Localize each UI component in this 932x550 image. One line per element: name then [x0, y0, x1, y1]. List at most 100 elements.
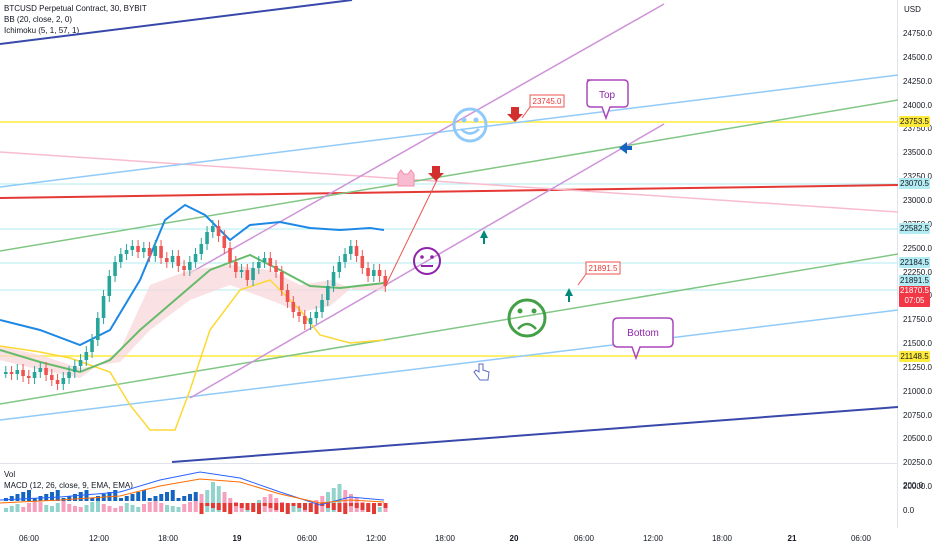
volume-bar: [142, 504, 146, 512]
volume-bar: [377, 507, 382, 512]
price-level-tag[interactable]: 21891.5: [899, 275, 930, 286]
bb-legend[interactable]: BB (20, close, 2, 0): [4, 15, 73, 24]
time-tick-label: 18:00: [157, 534, 179, 543]
sad-face-icon[interactable]: [507, 298, 547, 338]
volume-bar: [27, 503, 31, 512]
arrow-left-marker[interactable]: [619, 142, 632, 154]
macd-histogram-bar: [383, 503, 388, 508]
macd-histogram-bar: [314, 503, 319, 514]
purple-lower-channel-line[interactable]: [189, 123, 665, 399]
macd-histogram-bar: [73, 494, 77, 501]
macd-histogram-bar: [337, 503, 342, 512]
pink-trend-line[interactable]: [0, 151, 898, 213]
top-callout-bubble[interactable]: [586, 79, 629, 121]
price-tick-label: 21000.0: [903, 386, 932, 396]
volume-bar: [15, 504, 20, 512]
navy-trend-line-top[interactable]: [0, 0, 353, 45]
macd-histogram-bar: [130, 494, 135, 501]
macd-histogram-bar: [377, 503, 382, 506]
last-price-tag[interactable]: 21870.5 07:05: [899, 286, 930, 307]
arrow-down-marker-2[interactable]: [428, 166, 444, 181]
navy-trend-line-bottom[interactable]: [171, 406, 898, 463]
neutral-face-icon[interactable]: [413, 247, 441, 275]
blue-lower-channel-line[interactable]: [0, 309, 898, 421]
candle-body: [245, 270, 250, 280]
pane-separator[interactable]: [0, 463, 898, 464]
macd-histogram-bar: [147, 498, 152, 501]
red-trend-line[interactable]: [0, 184, 898, 199]
volume-bar: [32, 500, 37, 512]
macd-histogram-bar: [205, 503, 210, 506]
candle-body: [170, 256, 175, 262]
candle-body: [234, 262, 238, 272]
candle-body: [61, 378, 66, 384]
price-level-tag[interactable]: 23070.5: [899, 178, 930, 189]
time-tick-label: 18:00: [434, 534, 456, 543]
price-tick-label: 24750.0: [903, 29, 932, 38]
candle-body: [320, 300, 324, 312]
volume-bar: [234, 502, 238, 512]
macd-histogram-bar: [32, 498, 37, 501]
cat-face-icon[interactable]: [397, 169, 415, 187]
candle-body: [337, 262, 342, 272]
volume-bar: [182, 504, 187, 512]
candle-body: [383, 276, 388, 286]
purple-upper-channel-line[interactable]: [189, 3, 665, 274]
macd-histogram-bar: [343, 503, 348, 514]
price-level-tag[interactable]: 22582.5: [899, 223, 930, 234]
candle-body: [211, 226, 215, 232]
macd-histogram-bar: [251, 503, 256, 512]
price-level-tag[interactable]: 23753.5: [899, 116, 930, 127]
price-tick-label: 20500.0: [903, 434, 932, 444]
macd-histogram-bar: [124, 496, 129, 501]
candle-body: [153, 246, 158, 256]
hand-pointer-icon[interactable]: [473, 363, 490, 381]
currency-label: USD: [904, 5, 921, 14]
bottom-callout-text: Bottom: [627, 328, 659, 339]
macd-histogram-bar: [96, 496, 100, 501]
arrow-down-marker[interactable]: [507, 107, 523, 122]
volume-bar: [216, 486, 221, 512]
price-tick-label: 22250.0: [903, 267, 932, 277]
macd-histogram-bar: [67, 496, 72, 501]
macd-histogram-bar: [170, 490, 175, 501]
price-tick-label: 21250.0: [903, 362, 932, 372]
volume-bar: [147, 502, 152, 512]
macd-legend[interactable]: MACD (12, 26, close, 9, EMA, EMA): [4, 481, 133, 490]
projection-arrow-line[interactable]: [384, 179, 438, 288]
green-upper-channel-line[interactable]: [0, 99, 898, 252]
arrow-up-marker[interactable]: [480, 230, 488, 244]
price-level-tag[interactable]: 22184.5: [899, 257, 930, 268]
candle-body: [15, 370, 20, 374]
candle-body: [73, 366, 77, 372]
vol-legend[interactable]: Vol: [4, 470, 16, 479]
volume-bar: [96, 498, 100, 512]
price-note-lower-text: 21891.5: [589, 264, 618, 273]
candle-body: [297, 312, 301, 316]
volume-bar: [50, 506, 54, 512]
macd-histogram-bar: [354, 503, 359, 508]
happy-face-icon[interactable]: [452, 107, 488, 143]
macd-histogram-bar: [366, 503, 371, 512]
symbol-legend[interactable]: BTCUSD Perpetual Contract, 30, BYBIT: [4, 4, 147, 13]
main-chart-canvas[interactable]: Top Bottom 23745.0 21891.5: [0, 0, 898, 528]
arrow-up-marker-2[interactable]: [565, 288, 573, 302]
macd-histogram-bar: [84, 490, 89, 501]
price-note-upper-box[interactable]: [521, 94, 565, 119]
time-tick-label: 06:00: [296, 534, 318, 543]
volume-bar: [153, 500, 158, 512]
ichimoku-legend[interactable]: Ichimoku (5, 1, 57, 1): [4, 26, 80, 35]
price-level-tag[interactable]: 21148.5: [899, 351, 930, 362]
macd-histogram-bar: [257, 503, 261, 514]
volume-bar: [222, 492, 227, 512]
candle-body: [188, 262, 192, 270]
candle-body: [199, 244, 204, 254]
bottom-callout-bubble[interactable]: [612, 317, 674, 361]
macd-signal-line: [0, 478, 385, 504]
price-note-lower-box[interactable]: [577, 261, 621, 286]
candle-body: [331, 272, 336, 286]
green-lower-channel-line[interactable]: [0, 253, 898, 405]
bar-countdown: 07:05: [904, 296, 925, 305]
blue-upper-channel-line[interactable]: [0, 74, 898, 188]
